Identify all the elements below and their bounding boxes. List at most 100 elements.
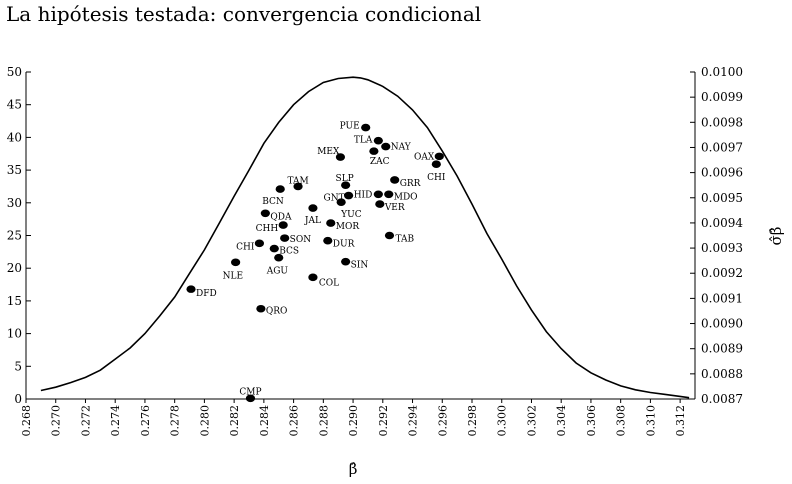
y-right-tick-label: 0.0094 xyxy=(701,216,743,230)
point-oax-5 xyxy=(434,152,444,161)
y-left-tick-label: 40 xyxy=(7,130,22,144)
y-left-tick-label: 20 xyxy=(7,261,22,275)
x-tick-label: 0.280 xyxy=(198,405,211,437)
point-label-bcs: BCS xyxy=(279,247,299,257)
point-bcn-8 xyxy=(275,185,285,193)
point-label-col: COL xyxy=(319,278,339,288)
point-label-jal: JAL xyxy=(304,216,321,226)
point-nle-27 xyxy=(231,258,241,267)
point-label-tab: TAB xyxy=(395,235,414,245)
point-yuc-14 xyxy=(336,198,346,206)
point-label-son: SON xyxy=(290,235,312,245)
x-tick-label: 0.300 xyxy=(496,405,509,437)
point-chi-23 xyxy=(254,239,265,248)
density-curve xyxy=(40,76,690,399)
point-label-gnt: GNT xyxy=(324,194,345,204)
point-mor-19 xyxy=(326,219,336,227)
point-label-nle: NLE xyxy=(223,271,243,281)
chart-title: La hipótesis testada: convergencia condi… xyxy=(6,2,482,26)
x-tick-label: 0.312 xyxy=(674,405,687,437)
x-tick-label: 0.310 xyxy=(644,405,657,437)
point-tla-1 xyxy=(373,136,383,145)
point-dur-22 xyxy=(323,236,333,245)
y-axis-right-title: σ̂β̂ xyxy=(767,227,785,246)
point-col-28 xyxy=(308,273,318,282)
y-left-tick-label: 50 xyxy=(7,65,22,79)
point-label-qro: QRO xyxy=(266,307,288,317)
point-label-dur: DUR xyxy=(333,240,355,250)
point-chi-6 xyxy=(431,160,441,169)
x-tick-label: 0.270 xyxy=(50,405,63,437)
point-grr-10 xyxy=(390,176,400,184)
point-chh-18 xyxy=(278,221,288,229)
point-label-sin: SIN xyxy=(351,261,369,271)
y-left-tick-label: 10 xyxy=(7,327,22,341)
axis-titles: β̂ σ̂β̂ xyxy=(349,227,785,478)
y-left-tick-label: 35 xyxy=(7,163,22,177)
point-qro-30 xyxy=(256,304,266,313)
y-right-tick-label: 0.0090 xyxy=(701,317,743,331)
point-label-bcn: BCN xyxy=(262,197,284,207)
x-tick-label: 0.292 xyxy=(377,405,390,437)
y-right-tick-label: 0.0095 xyxy=(701,191,743,205)
point-ver-15 xyxy=(375,200,385,208)
point-jal-16 xyxy=(308,204,318,212)
x-tick-label: 0.298 xyxy=(466,405,479,437)
point-label-nay: NAY xyxy=(391,143,412,153)
x-tick-label: 0.268 xyxy=(20,405,33,437)
point-tam-7 xyxy=(293,182,303,191)
y-right-tick-label: 0.0088 xyxy=(701,367,743,381)
y-right-tick-label: 0.0092 xyxy=(701,266,743,280)
point-label-qda: QDA xyxy=(270,212,292,222)
point-label-hid: HID xyxy=(354,190,373,200)
x-tick-label: 0.308 xyxy=(615,405,628,437)
y-left-tick-label: 45 xyxy=(7,98,22,112)
point-gnt-11 xyxy=(344,191,354,200)
y-left-tick-label: 5 xyxy=(14,359,22,373)
y-left-tick-label: 30 xyxy=(7,196,22,210)
point-nay-2 xyxy=(381,142,391,151)
curve-layer xyxy=(40,76,690,399)
x-tick-label: 0.290 xyxy=(347,405,360,437)
y-right-tick-label: 0.0087 xyxy=(701,392,743,406)
x-tick-label: 0.296 xyxy=(436,405,449,437)
point-label-tam: TAM xyxy=(287,176,308,186)
x-tick-label: 0.274 xyxy=(109,405,122,437)
x-tick-label: 0.284 xyxy=(258,405,271,437)
point-label-chi: CHI xyxy=(427,173,446,183)
point-label-yuc: YUC xyxy=(340,210,362,220)
point-slp-9 xyxy=(341,181,351,189)
point-cmp-31 xyxy=(245,394,256,403)
y-right-tick-label: 0.0089 xyxy=(701,342,743,356)
point-label-mor: MOR xyxy=(336,222,360,232)
x-tick-label: 0.288 xyxy=(317,405,330,437)
x-tick-label: 0.306 xyxy=(585,405,598,437)
x-tick-label: 0.286 xyxy=(288,405,301,437)
axes: 0 5 10 15 20 25 30 35 40 45 50 0.0087 0.0088 0.0089 0.… xyxy=(7,65,744,437)
point-label-pue: PUE xyxy=(340,122,360,132)
y-left-tick-label: 0 xyxy=(14,392,22,406)
point-hid-12 xyxy=(373,190,383,199)
x-axis-title: β̂ xyxy=(349,460,358,478)
point-mdo-13 xyxy=(384,190,394,199)
y-left-tick-label: 25 xyxy=(7,229,22,243)
point-label-zac: ZAC xyxy=(370,157,390,167)
x-tick-label: 0.276 xyxy=(139,405,152,437)
point-label-chh: CHH xyxy=(256,224,279,234)
point-agu-25 xyxy=(274,253,284,262)
y-right-tick-label: 0.0098 xyxy=(701,115,743,129)
point-label-grr: GRR xyxy=(400,179,421,189)
x-tick-label: 0.282 xyxy=(228,405,241,437)
point-bcs-24 xyxy=(269,244,279,253)
point-label-dfd: DFD xyxy=(196,289,217,299)
point-label-mdo: MDO xyxy=(394,192,418,202)
point-son-20 xyxy=(280,234,290,242)
point-label-slp: SLP xyxy=(336,174,354,184)
point-zac-3 xyxy=(369,147,379,155)
x-tick-label: 0.294 xyxy=(407,405,420,437)
point-label-cmp: CMP xyxy=(239,387,261,397)
point-label-agu: AGU xyxy=(266,267,289,277)
point-mex-4 xyxy=(335,153,346,161)
y-right-tick-label: 0.0097 xyxy=(701,140,743,154)
